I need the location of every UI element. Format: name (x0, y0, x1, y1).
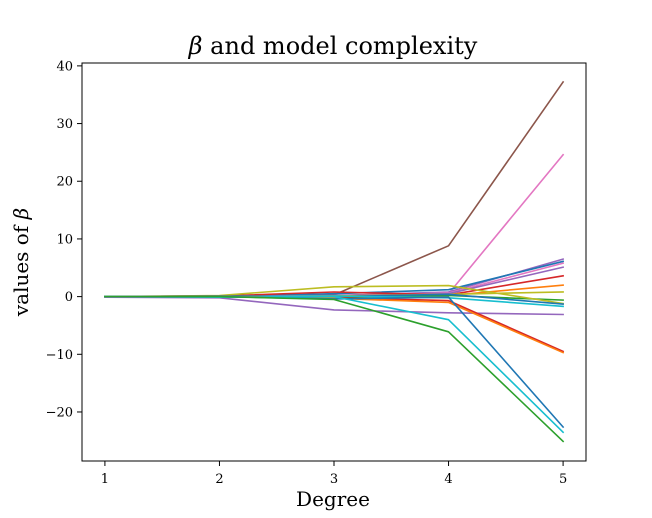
y-tick-label-1: −20 (46, 405, 73, 420)
y-tick-label-3: 0 (65, 290, 73, 305)
x-tick-label-2: 2 (215, 472, 223, 487)
y-tick-label-7: 40 (56, 59, 73, 74)
chart-title: β and model complexity (188, 32, 478, 60)
x-axis-label: Degree (296, 487, 370, 511)
y-axis-label-symbol: β (9, 208, 33, 221)
series-layer (104, 80, 565, 443)
y-axis-ticks: −20 −10 0 10 20 30 40 (46, 59, 82, 420)
x-axis-ticks: 1 2 3 4 5 (101, 461, 567, 487)
y-tick-label-6: 30 (56, 117, 73, 132)
x-tick-label-4: 4 (444, 472, 452, 487)
x-tick-label-1: 1 (101, 472, 109, 487)
y-axis-label: values of β (9, 208, 33, 317)
chart-title-symbol: β (188, 32, 203, 60)
y-tick-label-2: −10 (46, 348, 73, 363)
y-tick-label-4: 10 (56, 232, 73, 247)
chart-title-text: and model complexity (203, 32, 478, 60)
x-tick-label-3: 3 (330, 472, 338, 487)
y-tick-label-5: 20 (56, 175, 73, 190)
series-line-19 (104, 295, 565, 443)
y-axis-label-text: values of (9, 219, 33, 317)
x-tick-label-5: 5 (559, 472, 567, 487)
